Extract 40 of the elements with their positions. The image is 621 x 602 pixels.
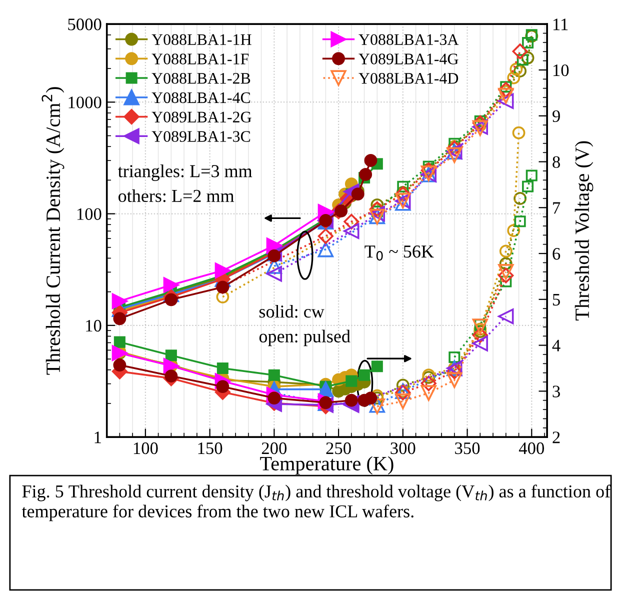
x-tick-label: 400 [518,442,544,454]
legend-label: Y088LBA1-4D [358,72,458,84]
y-tick-label: 100 [77,208,102,220]
x-tick-label: 350 [455,442,480,454]
legend-label: Y088LBA1-1F [152,54,249,64]
y2-tick-label: 2 [552,432,560,444]
y2-tick-label: 11 [553,18,568,30]
y2-tick-label: 4 [552,340,560,352]
legend-label: Y089LBA1-3C [152,131,250,142]
annotation: T$_{0}$ ~ 56K [364,246,434,261]
y-tick-label: 10 [86,320,102,332]
y-tick-label: 5000 [68,18,102,30]
legend-label: Y088LBA1-1H [152,34,252,45]
annotation: triangles: L=3 mm [118,164,252,181]
legend-label: Y088LBA1-2B [152,72,250,84]
legend-label: Y088LBA1-4C [152,92,250,104]
text: Fig. 5 Threshold current density (J$_{th}$) and threshold voltage (V$_{th}$) as a function of temperature for devices from the two new ICL wafers. [22,484,611,522]
legend-label: Y088LBA1-3A [358,34,459,45]
x-tick-label: 200 [262,442,287,454]
y2-tick-label: 10 [553,64,569,76]
x-tick-label: 250 [326,442,351,454]
annotation: open: pulsed [259,330,350,346]
annotation: solid: cw [259,304,324,318]
legend-label: Y089LBA1-4G [358,54,458,64]
legend-label: Y089LBA1-2G [152,112,252,122]
y2-tick-label: 9 [552,110,560,122]
y2-tick-label: 5 [552,294,560,306]
y2-tick-label: 8 [552,156,560,168]
y2-tick-label: 3 [552,386,560,398]
annotation: others: L=2 mm [118,189,234,202]
y-tick-label: 1000 [68,96,102,108]
y-tick-label: 1 [94,432,101,444]
x-tick-label: 100 [134,442,158,454]
x-tick-label: 150 [198,442,222,454]
x-axis-title: Temperature (K) [260,456,394,475]
y2-tick-label: 6 [552,248,560,260]
y2-tick-label: 7 [553,202,560,214]
y2-axis-title: Threshold Voltage (V) [574,141,594,320]
x-tick-label: 300 [390,442,416,454]
y-axis-title: Threshold Current Density (A/cm$^{2}$) [42,87,64,375]
